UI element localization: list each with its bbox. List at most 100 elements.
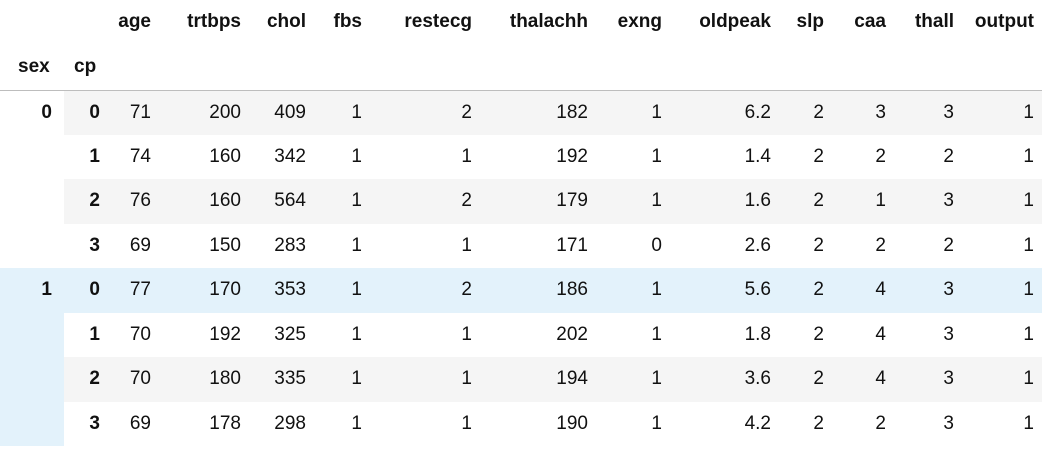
blank-header-cell bbox=[64, 0, 110, 44]
index-cell-cp: 2 bbox=[64, 357, 110, 402]
index-cell-cp: 1 bbox=[64, 312, 110, 357]
cell-thalachh: 190 bbox=[484, 401, 600, 446]
cell-fbs: 1 bbox=[318, 179, 374, 224]
table-body: 00712004091218216.2233121741603421119211… bbox=[0, 90, 1042, 446]
cell-chol: 298 bbox=[253, 401, 318, 446]
cell-slp: 2 bbox=[783, 90, 836, 135]
column-header-slp: slp bbox=[796, 11, 824, 32]
column-header-output: output bbox=[974, 11, 1034, 32]
blank-header-cell bbox=[110, 44, 163, 91]
cell-trtbps: 160 bbox=[163, 179, 253, 224]
cell-thalachh: 171 bbox=[484, 223, 600, 268]
column-header-caa: caa bbox=[854, 11, 886, 32]
cell-exng: 1 bbox=[600, 401, 674, 446]
column-header-thalachh: thalachh bbox=[509, 11, 588, 32]
cell-age: 77 bbox=[110, 268, 163, 313]
cell-chol: 353 bbox=[253, 268, 318, 313]
cell-trtbps: 200 bbox=[163, 90, 253, 135]
cell-thalachh: 179 bbox=[484, 179, 600, 224]
cell-chol: 335 bbox=[253, 357, 318, 402]
cell-caa: 2 bbox=[836, 401, 898, 446]
cell-caa: 2 bbox=[836, 223, 898, 268]
cell-trtbps: 178 bbox=[163, 401, 253, 446]
cell-exng: 0 bbox=[600, 223, 674, 268]
cell-thall: 3 bbox=[898, 357, 966, 402]
cell-exng: 1 bbox=[600, 90, 674, 135]
cell-caa: 4 bbox=[836, 312, 898, 357]
cell-chol: 409 bbox=[253, 90, 318, 135]
index-cell-sex: 1 bbox=[0, 268, 64, 446]
column-header-oldpeak: oldpeak bbox=[699, 11, 771, 32]
cell-age: 76 bbox=[110, 179, 163, 224]
index-cell-cp: 3 bbox=[64, 401, 110, 446]
cell-output: 1 bbox=[966, 90, 1042, 135]
cell-fbs: 1 bbox=[318, 268, 374, 313]
cell-trtbps: 180 bbox=[163, 357, 253, 402]
cell-output: 1 bbox=[966, 401, 1042, 446]
cell-slp: 2 bbox=[783, 312, 836, 357]
cell-oldpeak: 5.6 bbox=[674, 268, 783, 313]
cell-oldpeak: 1.6 bbox=[674, 179, 783, 224]
cell-oldpeak: 1.8 bbox=[674, 312, 783, 357]
column-header-row: age trtbps chol fbs restecg thalachh exn… bbox=[0, 0, 1042, 44]
cell-slp: 2 bbox=[783, 223, 836, 268]
cell-thall: 2 bbox=[898, 223, 966, 268]
cell-restecg: 2 bbox=[374, 90, 484, 135]
index-cell-cp: 0 bbox=[64, 268, 110, 313]
cell-trtbps: 192 bbox=[163, 312, 253, 357]
cell-thall: 3 bbox=[898, 179, 966, 224]
index-cell-cp: 3 bbox=[64, 223, 110, 268]
cell-restecg: 2 bbox=[374, 268, 484, 313]
cell-thalachh: 186 bbox=[484, 268, 600, 313]
blank-header-cell bbox=[374, 44, 484, 91]
cell-chol: 342 bbox=[253, 134, 318, 179]
column-header-exng: exng bbox=[617, 11, 662, 32]
blank-header-cell bbox=[674, 44, 783, 91]
cell-caa: 4 bbox=[836, 357, 898, 402]
cell-exng: 1 bbox=[600, 134, 674, 179]
cell-oldpeak: 2.6 bbox=[674, 223, 783, 268]
cell-thall: 3 bbox=[898, 401, 966, 446]
cell-trtbps: 170 bbox=[163, 268, 253, 313]
blank-header-cell bbox=[484, 44, 600, 91]
cell-exng: 1 bbox=[600, 312, 674, 357]
cell-thalachh: 182 bbox=[484, 90, 600, 135]
blank-header-cell bbox=[898, 44, 966, 91]
cell-caa: 4 bbox=[836, 268, 898, 313]
blank-header-cell bbox=[163, 44, 253, 91]
cell-restecg: 2 bbox=[374, 179, 484, 224]
cell-thall: 3 bbox=[898, 312, 966, 357]
index-cell-cp: 1 bbox=[64, 134, 110, 179]
cell-caa: 2 bbox=[836, 134, 898, 179]
column-header-restecg: restecg bbox=[404, 11, 472, 32]
cell-output: 1 bbox=[966, 179, 1042, 224]
cell-output: 1 bbox=[966, 268, 1042, 313]
index-cell-cp: 0 bbox=[64, 90, 110, 135]
table-header: age trtbps chol fbs restecg thalachh exn… bbox=[0, 0, 1042, 91]
index-header-cp: cp bbox=[64, 44, 110, 91]
cell-oldpeak: 6.2 bbox=[674, 90, 783, 135]
cell-age: 70 bbox=[110, 312, 163, 357]
cell-age: 70 bbox=[110, 357, 163, 402]
cell-exng: 1 bbox=[600, 268, 674, 313]
index-header-sex: sex bbox=[0, 44, 64, 91]
blank-header-cell bbox=[318, 44, 374, 91]
cell-fbs: 1 bbox=[318, 312, 374, 357]
column-header-chol: chol bbox=[266, 11, 306, 32]
cell-exng: 1 bbox=[600, 179, 674, 224]
cell-output: 1 bbox=[966, 134, 1042, 179]
cell-thalachh: 192 bbox=[484, 134, 600, 179]
blank-header-cell bbox=[0, 0, 64, 44]
column-header-thall: thall bbox=[914, 11, 954, 32]
blank-header-cell bbox=[836, 44, 898, 91]
blank-header-cell bbox=[966, 44, 1042, 91]
index-cell-sex: 0 bbox=[0, 90, 64, 268]
